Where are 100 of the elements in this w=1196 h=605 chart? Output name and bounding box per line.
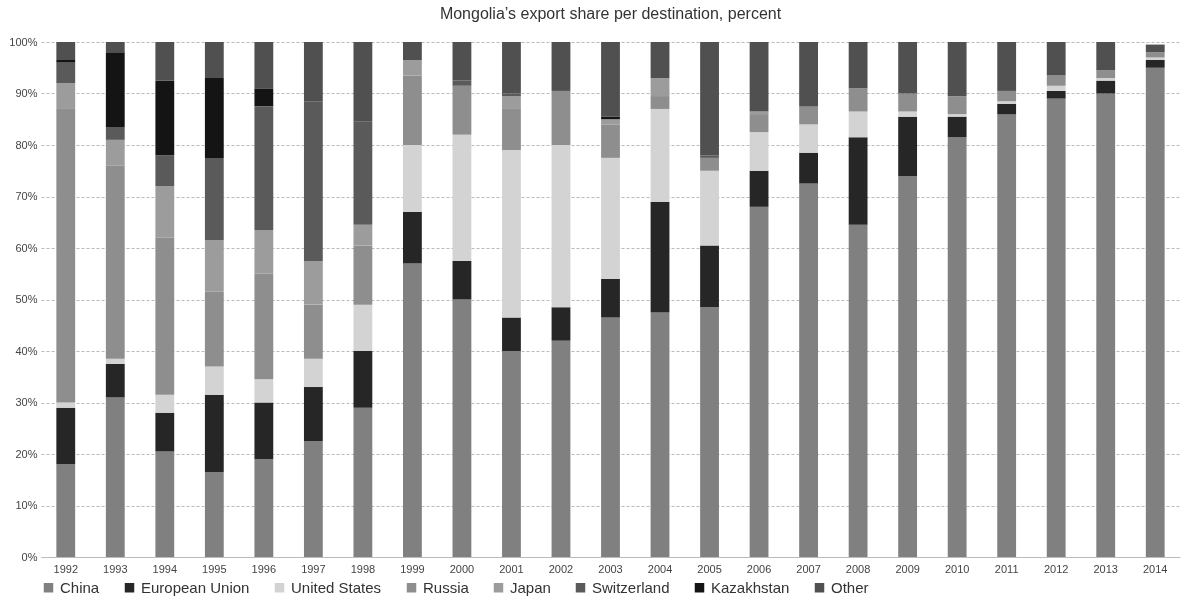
bar: [105, 139, 125, 166]
bar: [254, 379, 274, 403]
legend-label: Other: [831, 578, 869, 596]
bar: [749, 170, 769, 207]
bar: [204, 472, 224, 557]
bar: [502, 317, 521, 351]
bar: [551, 145, 571, 308]
bar: [650, 201, 670, 313]
bar: [254, 88, 274, 107]
bar: [749, 42, 769, 112]
bar: [105, 126, 125, 140]
x-tick-label: 1997: [301, 562, 326, 575]
bar: [601, 157, 620, 279]
bar: [452, 134, 472, 261]
bar: [204, 78, 224, 158]
bar: [799, 42, 818, 107]
bar: [997, 42, 1017, 91]
bar: [650, 78, 670, 97]
bar: [700, 307, 719, 557]
y-tick-label: 40%: [15, 344, 38, 357]
x-tick-label: 2013: [1093, 562, 1118, 575]
bar: [56, 60, 76, 63]
bar: [1046, 90, 1066, 99]
bar: [947, 137, 967, 557]
x-tick-label: 1996: [251, 562, 277, 575]
x-tick-label: 2003: [598, 562, 623, 575]
bar: [601, 124, 620, 158]
legend-label: Russia: [423, 578, 470, 596]
bar: [1046, 85, 1066, 91]
bar: [502, 351, 521, 557]
y-tick-label: 70%: [15, 190, 38, 202]
x-tick-label: 2002: [548, 562, 574, 575]
bar: [700, 245, 719, 308]
bar: [254, 42, 274, 89]
bar: [353, 245, 373, 305]
bar: [56, 464, 76, 557]
legend-label: Japan: [510, 578, 551, 596]
x-tick-label: 1995: [202, 562, 227, 575]
x-tick-label: 1994: [152, 562, 178, 575]
x-tick-label: 2004: [647, 562, 673, 575]
y-tick-label: 0%: [21, 550, 38, 563]
bar: [601, 317, 620, 557]
bar: [155, 394, 175, 413]
bar: [204, 42, 224, 79]
x-tick-label: 1993: [103, 562, 128, 575]
y-tick-label: 80%: [15, 138, 38, 151]
bar: [155, 451, 175, 557]
x-tick-label: 2014: [1143, 562, 1168, 575]
bar: [848, 88, 868, 112]
bar: [848, 111, 868, 138]
bar: [997, 90, 1017, 102]
bar: [898, 116, 918, 176]
bar: [1145, 52, 1165, 58]
x-tick-label: 2009: [895, 562, 920, 575]
bar: [551, 42, 571, 91]
x-tick-label: 1992: [53, 562, 78, 575]
bar: [502, 96, 521, 109]
bar: [56, 83, 76, 109]
y-tick-label: 100%: [9, 35, 38, 48]
x-tick-label: 2008: [845, 562, 871, 575]
bar: [403, 211, 422, 264]
legend-label: Switzerland: [592, 578, 670, 596]
x-tick-label: 1998: [350, 562, 376, 575]
bar: [1046, 75, 1066, 86]
x-tick-label: 2007: [796, 562, 821, 575]
bar: [155, 412, 175, 452]
bar: [799, 183, 818, 557]
bar: [799, 152, 818, 184]
bar: [353, 304, 373, 351]
bar: [700, 42, 719, 156]
bar: [452, 260, 472, 300]
bar: [502, 108, 521, 151]
bar: [551, 340, 571, 557]
bar: [204, 240, 224, 292]
bar: [1145, 44, 1165, 53]
bar: [155, 186, 175, 238]
y-tick-label: 20%: [15, 447, 38, 460]
bar: [1145, 60, 1165, 68]
legend-label: United States: [291, 578, 382, 596]
x-tick-label: 2001: [499, 562, 524, 575]
y-tick-label: 10%: [15, 499, 38, 511]
bar: [303, 358, 323, 388]
bar: [551, 307, 571, 341]
bar: [303, 441, 323, 557]
bar: [1096, 93, 1116, 557]
bar: [898, 93, 918, 112]
bar: [403, 60, 422, 76]
bar: [56, 407, 76, 465]
bar: [947, 116, 967, 138]
bar: [799, 106, 818, 125]
bar: [204, 394, 224, 473]
bar: [155, 42, 175, 81]
bar: [1096, 70, 1116, 79]
bar: [650, 108, 670, 202]
bar: [898, 111, 918, 117]
bar: [502, 42, 521, 94]
bar: [452, 299, 472, 557]
bar: [403, 145, 422, 212]
legend-label: Kazakhstan: [711, 578, 790, 596]
bar: [1145, 67, 1165, 557]
